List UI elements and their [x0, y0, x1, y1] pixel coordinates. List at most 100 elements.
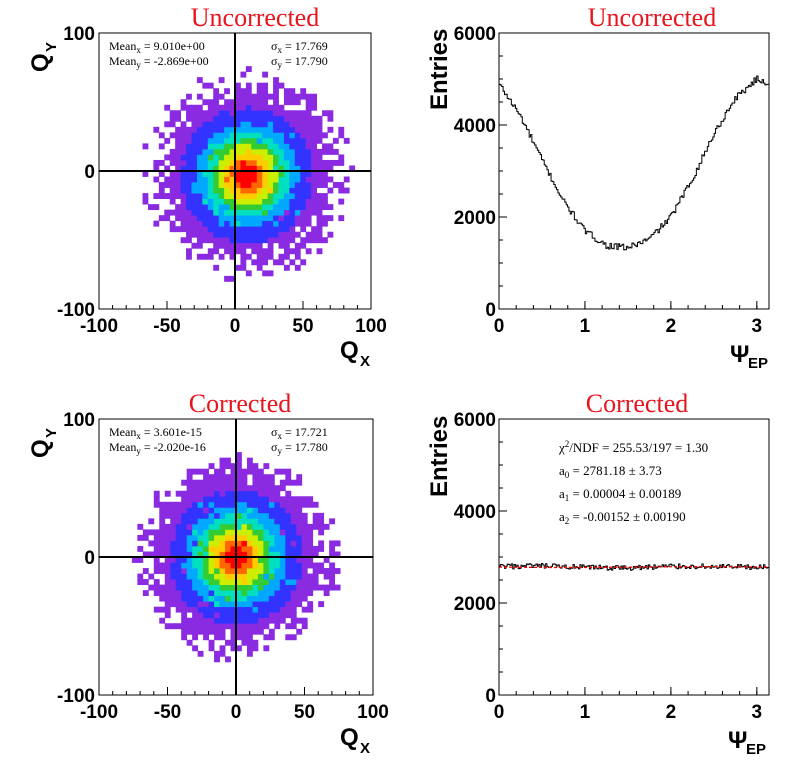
heatmap-cell — [241, 523, 248, 530]
heatmap-cell — [224, 132, 230, 139]
heatmap-cell — [192, 529, 199, 536]
heatmap-cell — [197, 496, 204, 503]
heatmap-cell — [192, 584, 199, 591]
heatmap-cell — [289, 248, 296, 255]
heatmap-cell — [301, 568, 308, 574]
heatmap-cell — [289, 171, 296, 177]
heatmap-cell — [192, 551, 199, 558]
heatmap-cell — [229, 137, 236, 144]
heatmap-cell — [225, 617, 231, 624]
heatmap-cell — [240, 110, 247, 117]
heatmap-cell — [230, 463, 237, 470]
heatmap-cell — [307, 551, 314, 558]
heatmap-cell — [214, 518, 220, 525]
heatmap-cell — [278, 209, 285, 216]
heatmap-cell — [240, 204, 247, 211]
heatmap-cell — [296, 573, 303, 580]
heatmap-cell — [301, 545, 308, 552]
heatmap-cell — [311, 148, 317, 155]
heatmap-cell — [289, 182, 296, 188]
heatmap-cell — [273, 209, 279, 216]
heatmap-cell — [186, 545, 193, 552]
heatmap-cell — [273, 82, 279, 89]
heatmap-cell — [262, 259, 269, 266]
heatmap-cell — [235, 231, 241, 238]
heatmap-cell — [273, 93, 279, 100]
heatmap-cell — [181, 601, 188, 608]
heatmap-cell — [268, 617, 275, 624]
heatmap-cell — [327, 215, 334, 222]
heatmap-cell — [203, 590, 209, 597]
heatmap-cell — [164, 523, 171, 530]
heatmap-cell — [251, 231, 258, 238]
heatmap-cell — [251, 193, 258, 199]
heatmap-cell — [285, 523, 292, 530]
heatmap-cell — [263, 551, 270, 558]
heatmap-cell — [274, 601, 281, 608]
heatmap-cell — [219, 612, 226, 619]
heatmap-cell — [214, 595, 220, 602]
heatmap-cell — [263, 606, 270, 613]
heatmap-cell — [219, 584, 226, 591]
heatmap-cell — [208, 518, 215, 525]
heatmap-cell — [300, 182, 307, 188]
heatmap-cell — [290, 579, 297, 585]
heatmap-cell — [245, 66, 252, 73]
heatmap-cell — [290, 606, 297, 613]
heatmap-cell — [246, 617, 253, 624]
heatmap-cell — [202, 126, 209, 133]
heatmap-cell — [169, 182, 176, 188]
heatmap-cell — [251, 259, 258, 266]
heatmap-cell — [289, 176, 296, 183]
heatmap-cell — [169, 121, 176, 128]
heatmap-cell — [229, 209, 236, 216]
heatmap-cell — [268, 501, 275, 508]
heatmap-cell — [290, 507, 297, 514]
heatmap-cell — [230, 485, 237, 492]
heatmap-cell — [296, 562, 303, 569]
heatmap-cell — [256, 82, 263, 89]
heatmap-cell — [240, 115, 247, 122]
heatmap-cell — [137, 573, 144, 580]
heatmap-cell — [289, 204, 296, 211]
heatmap-cell — [268, 474, 275, 481]
heatmap-cell — [230, 496, 237, 503]
heatmap-cell — [278, 187, 285, 194]
heatmap-cell — [186, 215, 192, 222]
heatmap-cell — [329, 562, 336, 569]
heatmap-cell — [142, 529, 149, 536]
heatmap-cell — [236, 601, 242, 608]
heatmap-cell — [262, 193, 269, 199]
x-tick-label: 50 — [292, 316, 313, 337]
heatmap-cell — [164, 568, 171, 574]
heatmap-cell — [283, 110, 290, 117]
heatmap-cell — [170, 501, 177, 508]
heatmap-cell — [175, 110, 181, 117]
heatmap-cell — [191, 198, 198, 205]
heatmap-cell — [164, 584, 171, 591]
heatmap-cell — [283, 187, 290, 194]
heatmap-cell — [241, 557, 248, 563]
heatmap-cell — [334, 551, 341, 558]
heatmap-cell — [208, 568, 215, 574]
heatmap-cell — [236, 612, 242, 619]
heatmap-cell — [274, 501, 281, 508]
heatmap-cell — [290, 518, 297, 525]
heatmap-cell — [236, 557, 242, 563]
heatmap-cell — [219, 579, 226, 585]
heatmap-cell — [240, 209, 247, 216]
heatmap-cell — [214, 579, 220, 585]
heatmap-cell — [246, 512, 253, 519]
heatmap-cell — [246, 468, 253, 475]
x-tick-label: -50 — [154, 702, 181, 723]
heatmap-cell — [219, 496, 226, 503]
heatmap-cell — [245, 171, 252, 177]
heatmap-cell — [230, 512, 237, 519]
heatmap-cell — [230, 623, 237, 630]
heatmap-cell — [294, 148, 301, 155]
heatmap-cell — [197, 612, 204, 619]
heatmap-cell — [251, 121, 258, 128]
heatmap-cell — [219, 540, 226, 547]
heatmap-cell — [300, 115, 307, 122]
